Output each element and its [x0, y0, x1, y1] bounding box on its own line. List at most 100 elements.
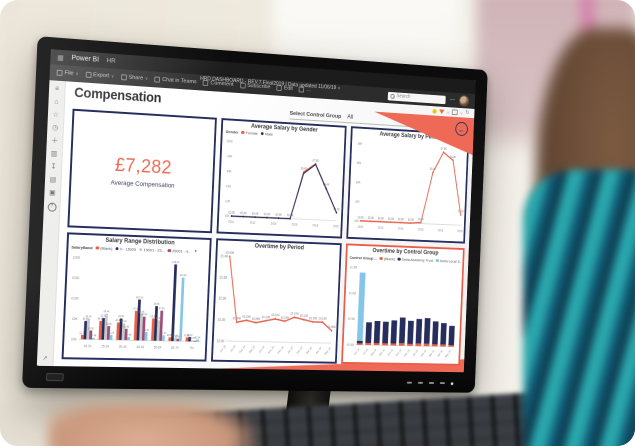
nav-home-icon[interactable]: ⌂	[54, 99, 58, 106]
nav-recent-icon[interactable]: ◷	[52, 124, 58, 131]
nav-datasets-icon[interactable]: ▥	[51, 150, 58, 157]
nav-favorites-icon[interactable]: ☆	[53, 111, 59, 118]
svg-text:Dec 19: Dec 19	[277, 345, 284, 355]
nav-apps-icon[interactable]: ▤	[49, 176, 56, 183]
svg-text:2016: 2016	[417, 227, 423, 231]
avatar[interactable]	[459, 95, 469, 107]
svg-text:Nov 19: Nov 19	[395, 348, 402, 358]
svg-text:£1.1K: £1.1K	[457, 209, 464, 214]
kpi-value: £7,282	[115, 155, 172, 180]
minimize-icon[interactable]: —	[450, 97, 455, 103]
svg-text:£20K: £20K	[73, 256, 81, 261]
svg-text:£19.1K: £19.1K	[172, 260, 179, 265]
svg-text:£0K: £0K	[71, 337, 77, 341]
chevron-down-icon: ∨	[460, 110, 463, 115]
svg-text:£0.0K: £0.0K	[398, 217, 405, 222]
toolbar-item-subscribe[interactable]: Subscribe	[240, 82, 271, 90]
svg-text:£8K: £8K	[228, 154, 234, 159]
svg-text:£3.4K: £3.4K	[106, 322, 112, 326]
report-action-icons: ∨ ∨ ↻	[432, 108, 469, 116]
svg-text:Jun 19: Jun 19	[353, 347, 360, 357]
nav-expand-icon[interactable]: ↗	[42, 355, 47, 362]
filter-icon[interactable]	[439, 109, 444, 114]
line-chart: £10K £8K £6K £4K £2K £0K2011 2012 2014 2016 2018 2…	[219, 134, 344, 237]
nav-create-icon[interactable]: ＋	[51, 137, 58, 144]
svg-text:2018: 2018	[437, 228, 443, 232]
svg-text:£0.0M: £0.0M	[346, 343, 353, 347]
svg-text:£2K: £2K	[355, 199, 360, 204]
nav-workspaces-icon[interactable]: ▣	[49, 189, 56, 196]
nav-metrics-icon[interactable]: ↧	[50, 163, 56, 170]
toolbar-item-edit[interactable]: Edit	[277, 85, 293, 92]
svg-text:£1.2K: £1.2K	[108, 331, 114, 335]
svg-text:Nov 19: Nov 19	[268, 345, 275, 355]
copilot-icon[interactable]	[432, 108, 436, 113]
svg-text:£0.0K: £0.0K	[378, 216, 385, 221]
person-shoulder	[523, 170, 635, 446]
workspace-name[interactable]: HR	[106, 57, 115, 65]
bar-chart: £20K£15K£10K£5K£0K16-24 25-34 35-44 45-54 55…	[64, 250, 210, 360]
svg-text:£15K: £15K	[72, 276, 80, 281]
toolbar-item-comment[interactable]: Comment	[203, 80, 234, 88]
svg-text:£0.5K: £0.5K	[195, 335, 201, 339]
svg-text:£0.10M: £0.10M	[309, 316, 317, 321]
person-hand	[48, 404, 258, 446]
toolbar-item--[interactable]: …	[299, 87, 311, 94]
svg-text:£5.1K: £5.1K	[86, 314, 92, 319]
monitor-buttons[interactable]	[407, 382, 454, 385]
svg-text:45-54: 45-54	[136, 345, 144, 349]
svg-text:£0.10M: £0.10M	[262, 315, 270, 320]
svg-text:Sep 19: Sep 19	[248, 344, 256, 354]
svg-text:£5.3K: £5.3K	[118, 314, 124, 318]
toolbar-item-file[interactable]: File ∨	[57, 70, 79, 78]
svg-text:£5K: £5K	[72, 317, 78, 322]
chart-avg-salary-by-gender[interactable]: Average Salary by Gender Gender Female Mal…	[217, 118, 347, 239]
svg-text:16-24: 16-24	[83, 344, 91, 349]
page-title: Compensation	[74, 85, 162, 106]
kpi-card[interactable]: £7,282 Average Compensation	[67, 109, 217, 234]
svg-text:£10K: £10K	[71, 296, 79, 301]
svg-text:£0.8K: £0.8K	[126, 333, 132, 337]
back-arrow-button[interactable]: ←	[455, 122, 468, 137]
screen: ▦ Power BI HR HRD DASHBOARD - REV.7.Fina…	[37, 49, 476, 372]
svg-text:2014: 2014	[271, 222, 277, 227]
toolbar-item-share[interactable]: Share ∨	[121, 74, 148, 82]
svg-text:£0.10M: £0.10M	[319, 317, 327, 322]
svg-text:£0.0K: £0.0K	[388, 216, 395, 221]
svg-text:£0.0K: £0.0K	[229, 210, 236, 215]
view-icon[interactable]	[452, 109, 458, 115]
nav-help-icon[interactable]: ?	[47, 202, 56, 211]
svg-text:May 20: May 20	[444, 349, 451, 359]
toolbar-item-export[interactable]: Export ∨	[85, 72, 114, 80]
app-launcher-icon[interactable]: ▦	[57, 53, 64, 61]
svg-text:£0.12M: £0.12M	[291, 312, 299, 317]
svg-text:Mar 20: Mar 20	[428, 349, 435, 359]
svg-text:2010: 2010	[357, 225, 363, 230]
svg-text:£10.1K: £10.1K	[136, 295, 143, 300]
svg-text:£0.11M: £0.11M	[272, 313, 280, 318]
svg-text:£0.0K: £0.0K	[276, 213, 282, 218]
svg-text:Oct 19: Oct 19	[387, 348, 394, 357]
svg-text:£1.0M: £1.0M	[348, 291, 355, 296]
svg-text:£6K: £6K	[356, 161, 361, 166]
chart-overtime-by-control-group[interactable]: Overtime by Control Group Control Group …	[341, 244, 465, 366]
photo-scene: ▦ Power BI HR HRD DASHBOARD - REV.7.Fina…	[0, 0, 635, 446]
chart-overtime-by-period[interactable]: Overtime by Period £0.4M £0.3M £0.2M £0.1M £…	[211, 239, 341, 364]
svg-text:Apr 20: Apr 20	[436, 349, 443, 358]
refresh-icon[interactable]: ↻	[465, 110, 469, 116]
monitor-bezel: ▦ Power BI HR HRD DASHBOARD - REV.7.Fina…	[22, 36, 488, 393]
svg-text:Feb 20: Feb 20	[296, 345, 303, 355]
svg-text:Jul 19: Jul 19	[362, 347, 368, 356]
svg-text:Sep 19: Sep 19	[378, 348, 385, 358]
nav-menu-icon[interactable]: ≡	[55, 86, 59, 93]
svg-text:£6.4K: £6.4K	[301, 166, 307, 171]
svg-text:Jul 19: Jul 19	[230, 344, 237, 353]
search-input[interactable]: Search	[388, 91, 446, 103]
chart-salary-range-distribution[interactable]: Salary Range Distribution SalaryBand (Bla…	[62, 233, 212, 362]
svg-text:65-74: 65-74	[171, 346, 179, 350]
toolbar-item-chat-in-teams[interactable]: Chat in Teams	[155, 76, 197, 85]
svg-text:£0.0K: £0.0K	[240, 211, 247, 216]
svg-text:2014: 2014	[398, 227, 404, 231]
svg-text:Aug 19: Aug 19	[369, 348, 376, 358]
stacked-bar-chart: £1.5M£1.0M£0.5M£0.0MJun 19 Jul 19 Aug 19 Se…	[343, 260, 463, 364]
